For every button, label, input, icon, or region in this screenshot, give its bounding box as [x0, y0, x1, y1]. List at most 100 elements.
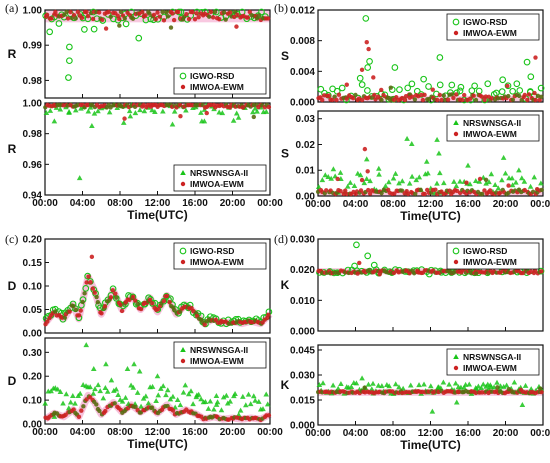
- y-tick-label: 0.05: [23, 305, 43, 316]
- data-point: [396, 180, 402, 186]
- data-point: [358, 188, 364, 193]
- data-point: [84, 9, 89, 15]
- data-point: [482, 188, 487, 193]
- data-point: [379, 383, 385, 389]
- data-point: [451, 178, 457, 184]
- data-point: [237, 407, 244, 413]
- data-point: [254, 108, 260, 114]
- y-tick-label: 0.00: [23, 329, 43, 340]
- y-axis-label: D: [8, 279, 17, 293]
- data-point: [344, 82, 349, 87]
- data-point: [460, 97, 465, 103]
- data-point: [468, 87, 476, 95]
- data-point: [100, 17, 105, 22]
- x-tick-label: 12:00: [418, 428, 444, 439]
- legend-label: NRSWNSGA-II: [190, 345, 248, 355]
- data-point: [364, 40, 369, 45]
- data-point: [441, 93, 446, 98]
- data-point: [484, 381, 491, 387]
- data-point: [325, 174, 332, 180]
- data-point: [454, 92, 459, 97]
- y-tick-label: 0.015: [290, 396, 315, 407]
- data-point: [364, 64, 372, 71]
- legend-label: IMWOA-EWM: [190, 257, 244, 267]
- data-point: [480, 381, 487, 387]
- data-point: [320, 380, 326, 386]
- data-point: [196, 14, 201, 20]
- x-tick-label: 20:00: [220, 198, 246, 209]
- data-point: [519, 402, 526, 407]
- data-point: [372, 92, 377, 98]
- data-point: [355, 271, 360, 276]
- data-point: [362, 146, 368, 152]
- data-point: [130, 384, 137, 390]
- data-point: [119, 398, 126, 404]
- data-point: [46, 28, 54, 36]
- y-axis-label: D: [8, 374, 17, 388]
- data-point: [112, 401, 117, 406]
- data-point: [80, 381, 86, 387]
- data-point: [369, 386, 375, 392]
- data-point: [492, 182, 498, 188]
- data-point: [247, 401, 254, 407]
- data-point: [367, 178, 373, 184]
- data-point: [359, 177, 365, 183]
- data-point: [72, 107, 79, 113]
- legend-label: NRSWNSGA-II: [463, 352, 521, 362]
- data-point: [73, 16, 78, 21]
- data-point: [497, 190, 503, 195]
- x-tick-label: 12:00: [418, 199, 444, 210]
- data-point: [479, 94, 485, 99]
- data-point: [119, 308, 125, 314]
- data-point: [425, 83, 432, 90]
- data-point: [448, 81, 456, 89]
- data-point: [518, 387, 523, 393]
- x-axis-label: Time(UTC): [400, 438, 460, 452]
- data-point: [334, 97, 339, 103]
- data-point: [100, 395, 107, 401]
- data-point: [71, 407, 76, 412]
- data-point: [208, 9, 214, 15]
- y-tick-label: 0.008: [290, 36, 315, 47]
- data-point: [477, 176, 483, 182]
- y-tick-label: 0.030: [290, 235, 315, 246]
- data-point: [357, 260, 362, 266]
- data-point: [465, 162, 471, 168]
- data-point: [54, 386, 61, 392]
- data-point: [473, 97, 479, 103]
- data-point: [233, 110, 240, 116]
- legend-marker: [180, 181, 186, 187]
- data-point: [358, 81, 366, 89]
- data-point: [528, 386, 534, 392]
- data-point: [539, 187, 544, 193]
- data-point: [78, 308, 83, 313]
- data-point: [386, 383, 392, 389]
- data-point: [436, 81, 444, 89]
- data-point: [513, 179, 519, 185]
- data-point: [533, 55, 538, 60]
- data-point: [409, 173, 415, 179]
- data-point: [99, 311, 104, 316]
- data-point: [184, 12, 189, 17]
- data-point: [235, 114, 242, 120]
- data-point: [359, 375, 365, 381]
- data-point: [456, 389, 461, 395]
- data-point: [392, 170, 399, 176]
- x-axis-label: Time(UTC): [127, 208, 187, 222]
- data-point: [77, 390, 83, 396]
- data-point: [416, 382, 422, 388]
- data-point: [73, 307, 79, 313]
- data-point: [88, 280, 93, 285]
- y-tick-label: 0.01: [296, 166, 316, 177]
- data-point: [502, 170, 509, 176]
- data-point: [163, 392, 169, 398]
- x-tick-label: 16:00: [455, 199, 481, 210]
- data-point: [65, 16, 71, 21]
- data-point: [122, 116, 127, 121]
- data-point: [402, 97, 408, 103]
- y-tick-label: 0.20: [23, 235, 43, 246]
- data-point: [263, 391, 270, 397]
- data-point: [132, 110, 139, 116]
